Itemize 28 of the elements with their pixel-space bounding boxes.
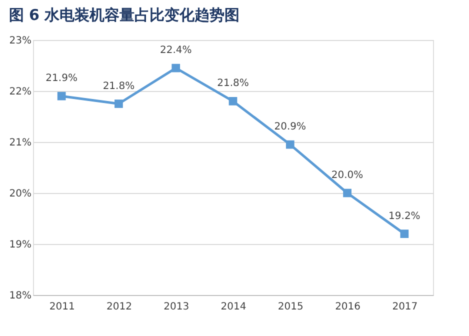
x-tick-label: 2016: [335, 302, 361, 312]
y-tick-label: 21%: [9, 138, 32, 148]
y-tick-label: 22%: [9, 86, 32, 98]
x-tick-label: 2017: [392, 302, 418, 312]
chart-title: 图 6 水电装机容量占比变化趋势图: [8, 6, 240, 24]
x-tick-label: 2011: [49, 302, 75, 312]
point: [57, 92, 66, 100]
data-label: 21.8%: [217, 78, 249, 90]
data-label: 21.8%: [102, 80, 135, 92]
x-tick-label: 2014: [220, 302, 246, 312]
x-tick-label: 2015: [278, 302, 304, 312]
point: [228, 97, 238, 106]
point: [172, 64, 180, 72]
point: [286, 140, 294, 149]
y-tick-label: 23%: [9, 36, 32, 46]
data-label: 22.4%: [160, 45, 192, 56]
y-tick-label: 18%: [9, 290, 32, 302]
point: [343, 188, 352, 198]
y-tick-label: 20%: [9, 188, 32, 200]
data-label: 20.9%: [274, 122, 306, 133]
data-label: 19.2%: [388, 210, 420, 222]
x-tick-label: 2013: [164, 302, 190, 312]
point: [114, 100, 123, 108]
x-tick-label: 2012: [106, 302, 132, 312]
y-tick-label: 19%: [9, 240, 32, 250]
point: [400, 230, 409, 238]
data-label: 21.9%: [46, 73, 78, 84]
data-label: 20.0%: [331, 170, 364, 181]
